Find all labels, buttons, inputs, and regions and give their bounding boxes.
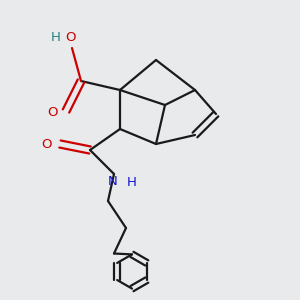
Text: O: O <box>47 106 58 119</box>
Text: H: H <box>51 31 60 44</box>
Text: O: O <box>41 137 52 151</box>
Text: N: N <box>108 175 117 188</box>
Text: O: O <box>65 31 76 44</box>
Text: H: H <box>127 176 137 190</box>
